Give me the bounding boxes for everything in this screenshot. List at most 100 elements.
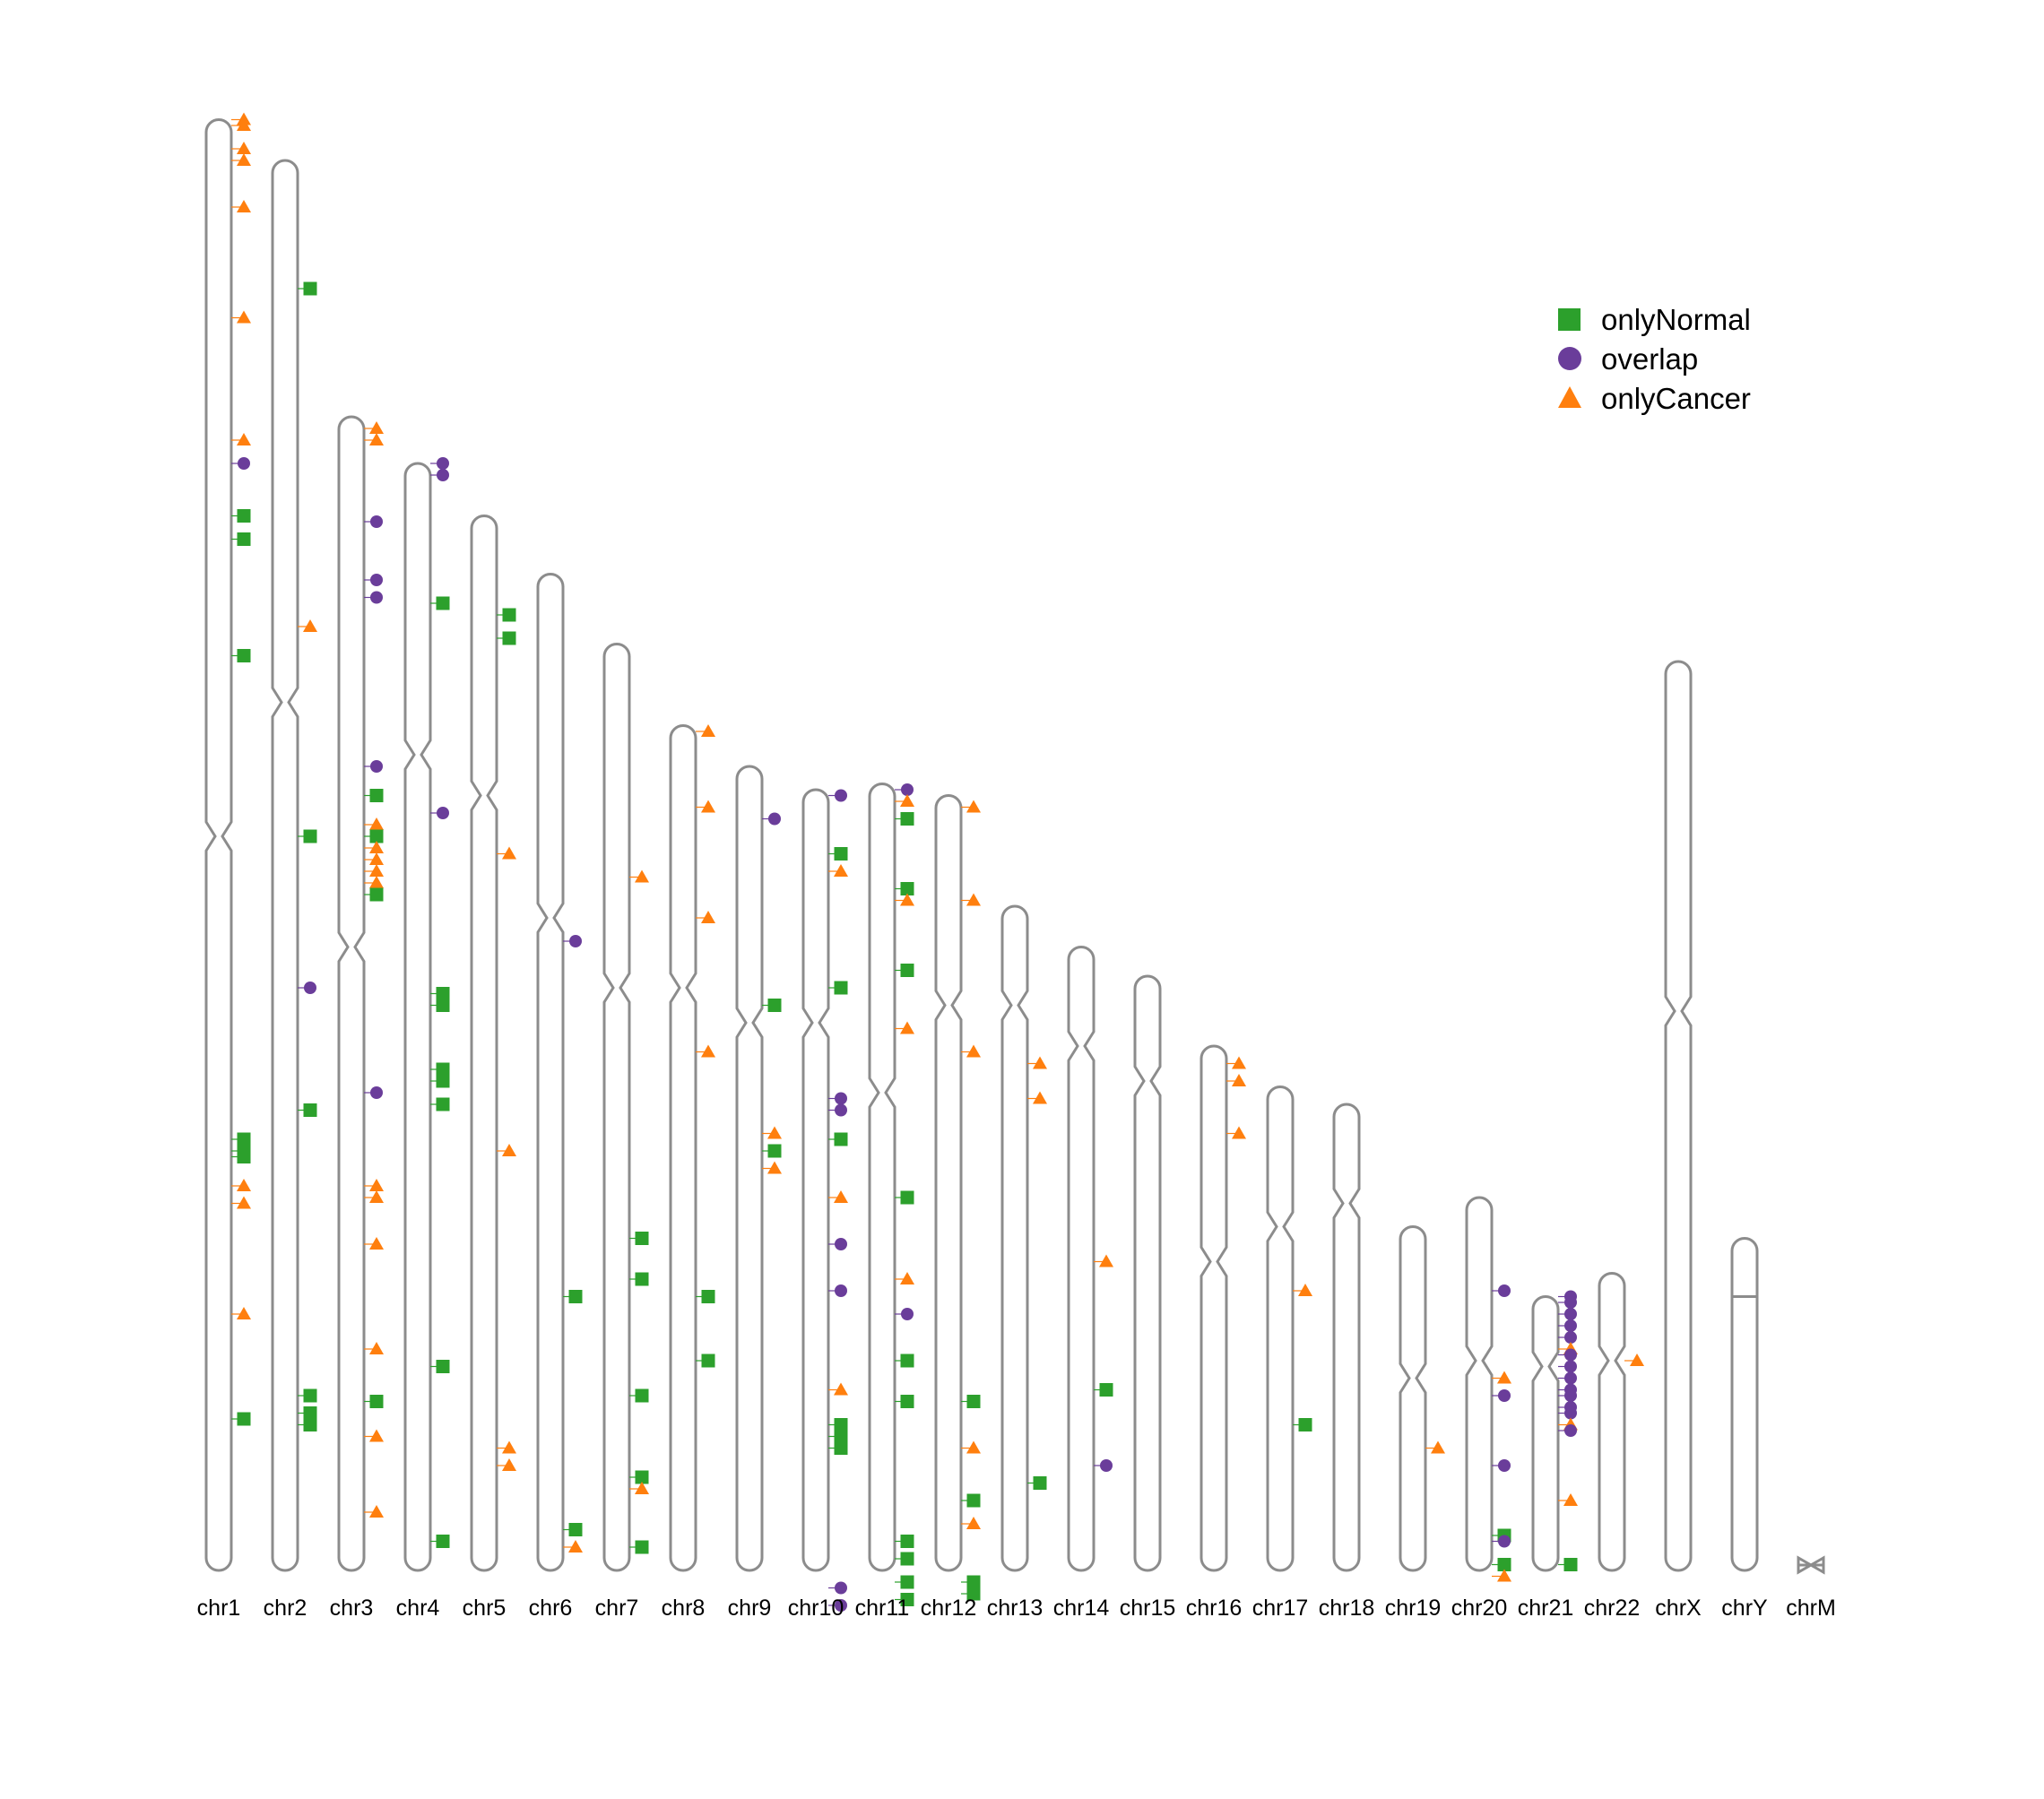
chromosome-label-chr4: chr4 [396,1596,440,1621]
marker-onlyNormal-chr1-8 [237,509,251,523]
marker-onlyCancer-chr22-0 [1630,1354,1644,1366]
marker-onlyNormal-chr20-6 [1497,1558,1511,1571]
chromosome-chr20 [1465,1196,1494,1572]
marker-onlyCancer-chr3-7 [369,817,384,830]
legend-marker-onlyCancer [1558,386,1581,408]
chromosome-label-chr16: chr16 [1186,1596,1243,1621]
marker-overlap-chr10-9 [835,1284,847,1297]
chromosome-label-chr18: chr18 [1319,1596,1375,1621]
chromosome-chr10 [801,788,830,1572]
marker-overlap-chr3-2 [370,515,383,528]
marker-overlap-chr21-1 [1564,1296,1577,1309]
chromosome-label-chr13: chr13 [987,1596,1044,1621]
marker-onlyNormal-chr9-1 [767,999,782,1012]
chromosome-label-chr7: chr7 [595,1596,639,1621]
marker-onlyNormal-chr11-3 [900,882,914,895]
chromosome-chr15 [1133,974,1162,1572]
marker-onlyNormal-chr3-13 [369,887,384,902]
marker-overlap-chr2-3 [304,982,316,994]
chromosome-chr22 [1598,1272,1626,1572]
marker-onlyNormal-chr2-2 [303,829,317,843]
marker-overlap-chr21-7 [1564,1360,1577,1373]
marker-onlyNormal-chr8-5 [701,1354,715,1368]
chromosome-layer [204,118,1825,1575]
marker-overlap-chr10-0 [835,789,847,802]
marker-onlyCancer-chr12-4 [966,1440,981,1454]
marker-onlyCancer-chr3-10 [369,852,384,865]
chromosome-chr21 [1531,1295,1560,1572]
chromosome-chr13 [1000,904,1029,1572]
marker-overlap-chr10-8 [835,1238,847,1250]
marker-onlyCancer-chr12-1 [966,893,981,906]
marker-overlap-chr21-10 [1564,1389,1577,1402]
marker-onlyCancer-chr7-0 [635,869,649,883]
chromosome-chr11 [868,783,896,1572]
marker-onlyCancer-chr11-8 [900,1272,914,1284]
chromosome-label-chr10: chr10 [788,1596,844,1621]
marker-onlyCancer-chr1-3 [237,153,251,166]
marker-overlap-chr3-14 [370,1086,383,1099]
chromosome-label-chr22: chr22 [1584,1596,1641,1621]
chromosome-chr6 [536,573,565,1572]
marker-onlyCancer-chr8-0 [701,724,715,737]
marker-onlyNormal-chr10-6 [834,1132,848,1146]
marker-onlyCancer-chr1-15 [237,1196,251,1209]
marker-onlyNormal-chr8-4 [701,1290,715,1303]
marker-onlyNormal-chr6-2 [568,1523,583,1536]
marker-overlap-chr14-2 [1100,1459,1113,1472]
marker-onlyNormal-chr3-6 [369,789,384,802]
marker-onlyCancer-chr3-21 [369,1505,384,1518]
marker-onlyNormal-chr1-11 [237,1132,251,1146]
marker-onlyCancer-chr3-17 [369,1237,384,1250]
marker-onlyNormal-chr12-8 [966,1587,981,1601]
chromosome-chr7 [602,643,631,1572]
chromosome-chrY [1730,1237,1759,1572]
marker-overlap-chr20-3 [1498,1459,1511,1472]
legend-marker-onlyNormal [1558,308,1581,331]
marker-onlyCancer-chr16-1 [1232,1074,1246,1086]
chromosome-label-chr15: chr15 [1120,1596,1176,1621]
marker-overlap-chr4-1 [437,469,449,481]
marker-onlyNormal-chr13-2 [1033,1476,1047,1490]
marker-onlyNormal-chr2-5 [303,1388,317,1403]
chromosome-label-chr3: chr3 [330,1596,374,1621]
chromosome-chr19 [1399,1225,1427,1572]
marker-onlyNormal-chr14-1 [1099,1383,1113,1397]
chromosome-chrM [1797,1555,1825,1575]
marker-onlyNormal-chr5-0 [502,608,516,622]
marker-onlyNormal-chr3-19 [369,1395,384,1408]
marker-onlyCancer-chr20-1 [1497,1371,1511,1384]
marker-onlyCancer-chr10-7 [834,1190,848,1203]
marker-onlyCancer-chr8-1 [701,800,715,813]
chromosome-chr9 [735,765,764,1572]
marker-onlyCancer-chr16-2 [1232,1126,1246,1139]
marker-onlyNormal-chr7-1 [635,1232,649,1245]
chromosome-label-chrM: chrM [1786,1596,1836,1621]
chromosome-label-chr21: chr21 [1518,1596,1574,1621]
legend-label-onlyNormal: onlyNormal [1601,303,1751,336]
marker-overlap-chr21-14 [1564,1424,1577,1437]
marker-onlyNormal-chr4-10 [436,1535,450,1548]
chromosome-label-chr17: chr17 [1252,1596,1309,1621]
marker-onlyNormal-chr12-5 [966,1493,981,1508]
marker-onlyCancer-chr3-16 [369,1190,384,1203]
marker-onlyNormal-chr17-1 [1298,1418,1312,1431]
marker-onlyCancer-chr13-1 [1033,1091,1047,1104]
marker-overlap-chr10-14 [835,1581,847,1595]
marker-onlyNormal-chr1-10 [237,649,251,662]
marker-onlyNormal-chr7-2 [635,1272,649,1286]
marker-overlap-chr11-0 [901,783,914,796]
chromosome-label-chrY: chrY [1721,1596,1768,1621]
marker-onlyCancer-chr3-12 [369,876,384,888]
marker-onlyCancer-chr6-3 [568,1540,583,1553]
marker-overlap-chr4-0 [437,457,449,470]
marker-onlyNormal-chr11-13 [900,1552,914,1566]
marker-onlyNormal-chr11-5 [900,964,914,977]
chromosome-chr14 [1067,946,1096,1572]
marker-onlyCancer-chr5-4 [502,1440,516,1454]
marker-onlyNormal-chr12-3 [966,1395,981,1408]
marker-overlap-chr20-2 [1498,1389,1511,1402]
chromosome-chr12 [934,794,963,1572]
marker-onlyNormal-chr10-12 [834,1430,848,1443]
marker-overlap-chr3-5 [370,760,383,773]
